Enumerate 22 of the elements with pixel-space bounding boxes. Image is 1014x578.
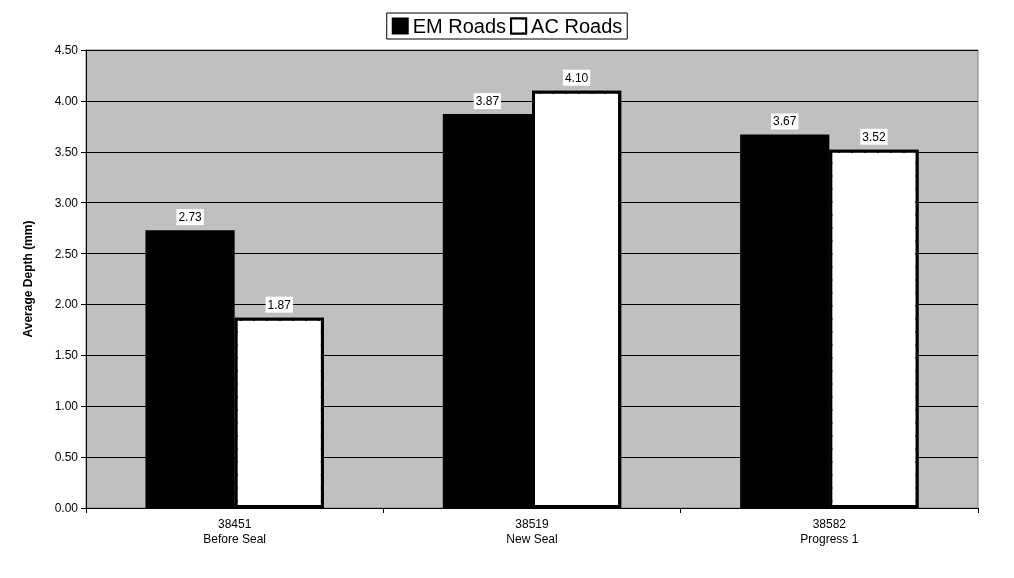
y-tick-label: 3.00 [54,195,79,210]
data-label: 3.87 [475,94,500,109]
x-tick-label: 38519 New Seal [506,516,558,546]
legend-label: AC Roads [531,15,623,37]
y-tick-label: 1.50 [54,348,79,363]
y-tick-label: 0.50 [54,450,79,465]
data-label: 4.10 [564,70,589,85]
y-tick-label: 0.00 [54,501,79,515]
legend-label: EM Roads [412,15,507,37]
y-tick-label: 2.00 [54,297,79,312]
data-label: 2.73 [178,210,203,225]
y-tick-label: 3.50 [54,144,79,159]
x-tick-label: 38451 Before Seal [203,516,267,546]
data-label: 1.87 [267,297,292,312]
y-axis-title: Average Depth (mm) [21,220,35,338]
data-label: 3.52 [862,129,886,144]
y-tick-label: 1.00 [54,399,79,414]
y-tick-label: 4.00 [54,93,79,108]
data-label: 3.67 [773,114,797,129]
y-tick-label: 4.50 [54,43,79,57]
y-tick-label: 2.50 [54,246,79,261]
x-tick-label: 38582 Progress 1 [800,516,859,546]
